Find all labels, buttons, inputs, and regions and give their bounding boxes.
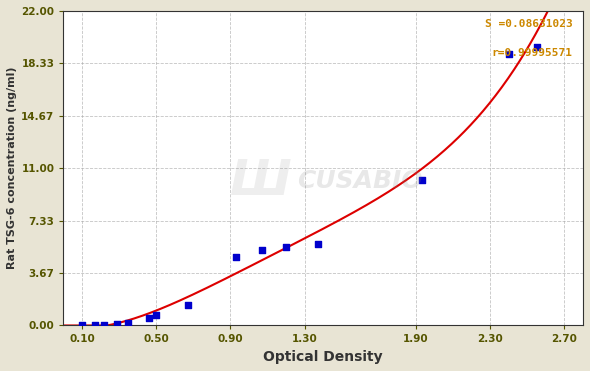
Point bbox=[124, 320, 133, 326]
Point bbox=[77, 322, 87, 328]
Point bbox=[152, 312, 161, 318]
Point bbox=[90, 322, 100, 328]
Point bbox=[257, 247, 267, 253]
Point bbox=[313, 241, 322, 247]
Text: CUSABIO: CUSABIO bbox=[297, 169, 422, 193]
Text: Ш: Ш bbox=[230, 157, 291, 205]
Point bbox=[231, 254, 241, 260]
Point bbox=[100, 322, 109, 328]
Point bbox=[113, 321, 122, 327]
Point bbox=[144, 315, 153, 321]
Point bbox=[281, 244, 291, 250]
Point bbox=[183, 302, 192, 308]
Point bbox=[417, 177, 427, 183]
Point bbox=[532, 44, 542, 50]
Point bbox=[504, 51, 513, 57]
Text: S =0.08631023: S =0.08631023 bbox=[484, 19, 572, 29]
X-axis label: Optical Density: Optical Density bbox=[263, 350, 383, 364]
Text: r=0.99995571: r=0.99995571 bbox=[491, 48, 572, 58]
Y-axis label: Rat TSG-6 concentration (ng/ml): Rat TSG-6 concentration (ng/ml) bbox=[7, 67, 17, 269]
